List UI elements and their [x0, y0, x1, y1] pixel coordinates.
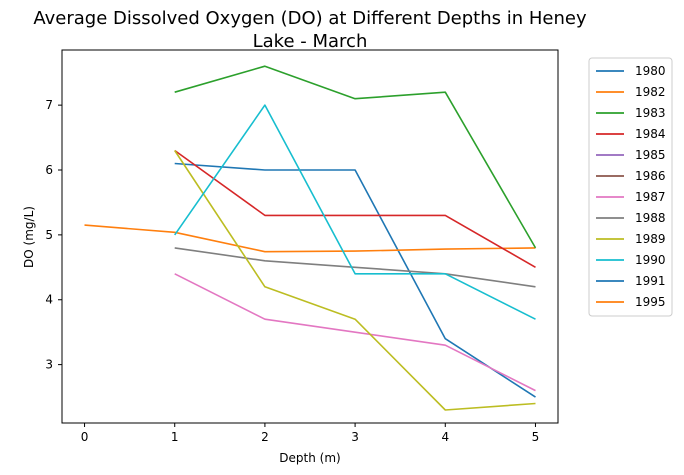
series-line-1988	[174, 247, 536, 288]
plot-frame	[61, 49, 559, 424]
legend-label-1984: 1984	[635, 127, 666, 141]
y-tick-label: 5	[45, 228, 53, 242]
legend-label-1986: 1986	[635, 169, 666, 183]
legend-label-1982: 1982	[635, 85, 666, 99]
y-tick-label: 3	[45, 358, 53, 372]
legend-label-1991: 1991	[635, 274, 666, 288]
axis-ticks: 0 1 2 3 4 5 3 4 5 6 7	[45, 98, 539, 444]
series-line-1983	[174, 65, 537, 249]
legend-label-1985: 1985	[635, 148, 666, 162]
plot-lines	[84, 65, 537, 411]
legend-label-1990: 1990	[635, 253, 666, 267]
series-line-1982	[84, 224, 536, 253]
legend-label-1989: 1989	[635, 232, 666, 246]
x-tick-label: 3	[351, 430, 359, 444]
x-tick-label: 5	[532, 430, 540, 444]
series-line-1989	[174, 150, 536, 411]
legend-label-1988: 1988	[635, 211, 666, 225]
y-tick-label: 7	[45, 98, 53, 112]
legend-label-1987: 1987	[635, 190, 666, 204]
chart-title-line-1: Average Dissolved Oxygen (DO) at Differe…	[33, 8, 587, 29]
chart-title-line-2: Lake - March	[253, 31, 368, 52]
x-tick-label: 2	[261, 430, 269, 444]
y-tick-label: 4	[45, 293, 53, 307]
series-line-1980	[174, 162, 536, 398]
legend-label-1980: 1980	[635, 64, 666, 78]
legend-label-1983: 1983	[635, 106, 666, 120]
y-tick-label: 6	[45, 163, 53, 177]
series-line-1984	[174, 149, 536, 268]
series-line-1990	[174, 104, 536, 320]
x-tick-label: 1	[171, 430, 179, 444]
legend: 1980 1982 1983 1984 1985 1986 1987 1988 1989 1990…	[588, 57, 673, 317]
x-tick-label: 4	[441, 430, 449, 444]
y-axis-label: DO (mg/L)	[22, 206, 36, 268]
series-line-1987	[174, 273, 536, 392]
x-tick-label: 0	[81, 430, 89, 444]
x-axis-label: Depth (m)	[279, 451, 340, 465]
legend-label-1995: 1995	[635, 295, 666, 309]
legend-box	[588, 57, 673, 317]
